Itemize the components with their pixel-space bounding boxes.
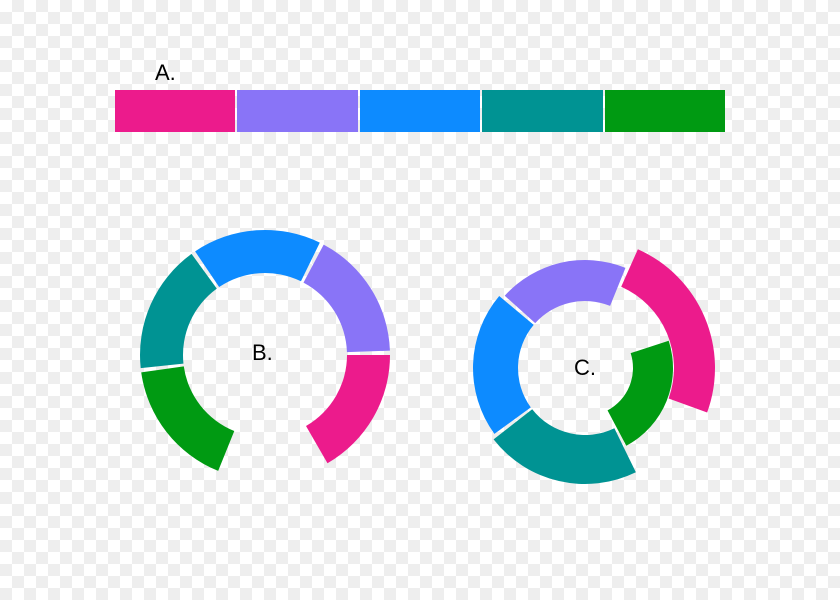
stacked-bar-a bbox=[115, 90, 725, 132]
donut-segment-blue bbox=[473, 296, 534, 434]
donut-chart-c bbox=[451, 234, 719, 502]
donut-chart-b bbox=[136, 226, 394, 484]
bar-segment-teal bbox=[482, 90, 602, 132]
bar-segment-violet bbox=[237, 90, 357, 132]
label-a: A. bbox=[155, 60, 176, 86]
donut-segment-green bbox=[141, 366, 234, 470]
donut-segment-teal bbox=[140, 254, 217, 368]
donut-segment-green bbox=[608, 341, 673, 446]
bar-segment-green bbox=[605, 90, 725, 132]
donut-segment-magenta bbox=[306, 355, 390, 463]
donut-segment-violet bbox=[505, 260, 626, 323]
bar-segment-blue bbox=[360, 90, 480, 132]
donut-segment-blue bbox=[195, 230, 320, 287]
bar-segment-magenta bbox=[115, 90, 235, 132]
donut-segment-violet bbox=[303, 245, 389, 353]
